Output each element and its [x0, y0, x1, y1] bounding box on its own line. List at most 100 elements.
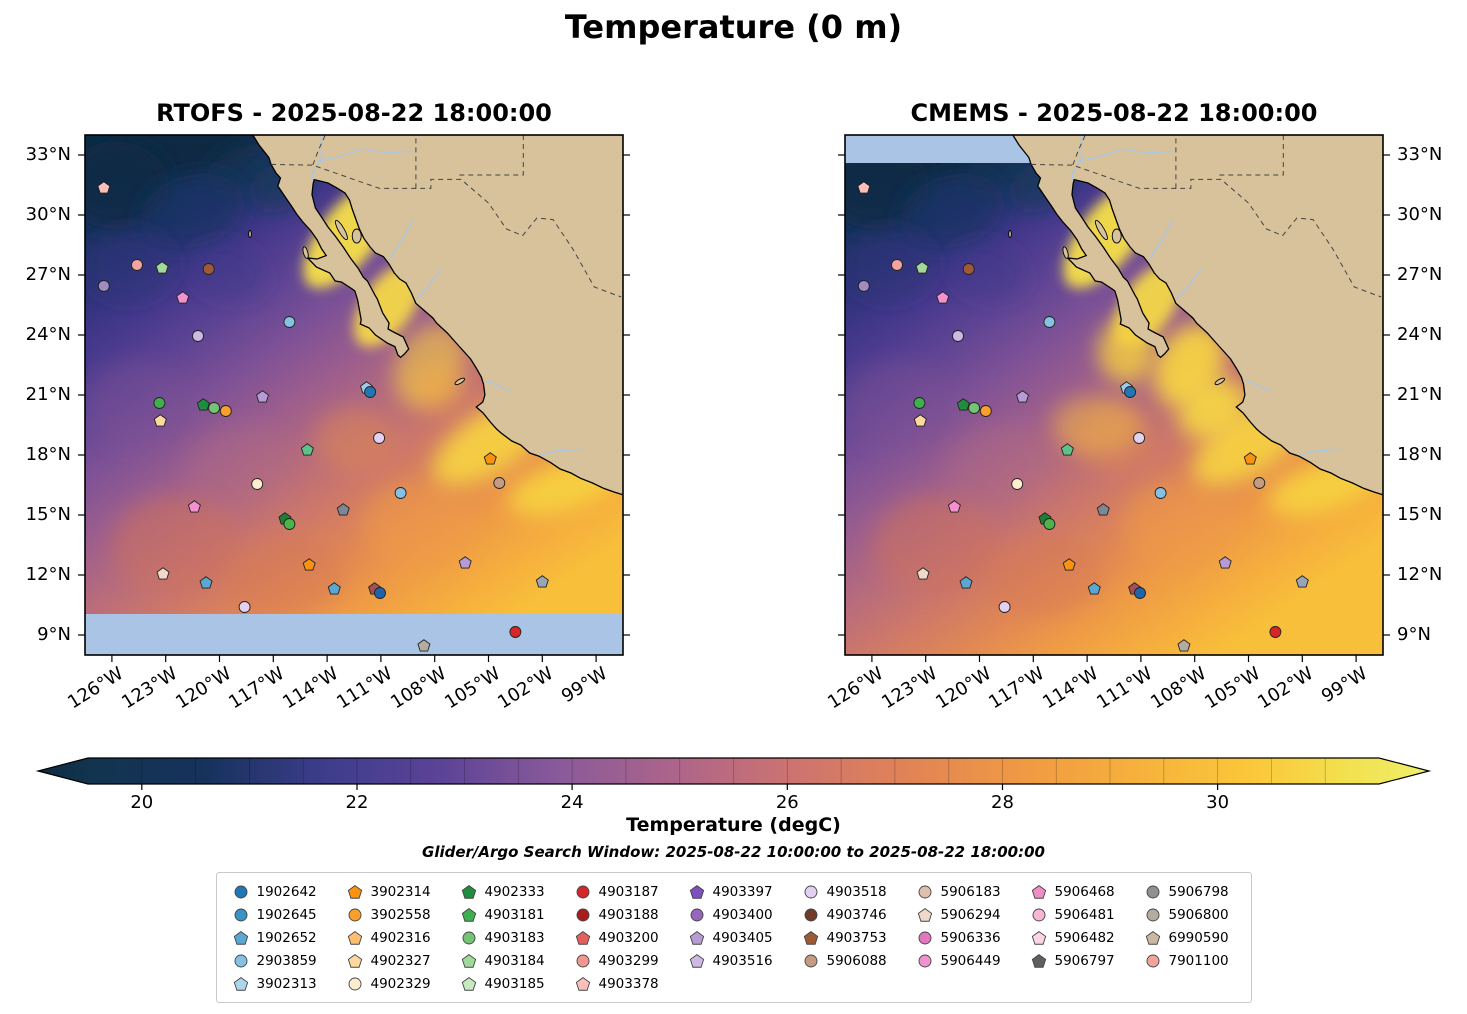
pentagon-marker-icon	[1031, 953, 1046, 968]
circle-marker-icon	[804, 885, 817, 898]
legend-item: 5906336	[917, 928, 1007, 947]
legend-item: 4903181	[461, 905, 551, 924]
circle-marker-icon	[234, 885, 247, 898]
legend-column: 5906183 5906294 5906336 5906449	[917, 882, 1007, 970]
lat-tick-label: 21°N	[25, 384, 71, 405]
pentagon-marker-icon	[461, 976, 476, 991]
legend-item: 1902645	[233, 905, 323, 924]
legend-item: 4903753	[803, 928, 893, 947]
circle-marker-icon	[804, 908, 817, 921]
circle-marker-icon	[918, 885, 931, 898]
lat-tick-label: 27°N	[1397, 264, 1443, 285]
circle-marker-icon	[1146, 885, 1159, 898]
legend-float-id: 4903184	[484, 952, 545, 969]
lat-tick-label: 21°N	[1397, 384, 1443, 405]
pentagon-marker-icon	[1031, 884, 1046, 899]
pentagon-marker-icon	[1031, 930, 1046, 945]
legend-float-id: 1902652	[256, 929, 317, 946]
legend-float-id: 1902642	[256, 883, 317, 900]
circle-marker-icon	[576, 954, 589, 967]
legend-item: 5906482	[1031, 928, 1121, 947]
pentagon-marker-icon	[575, 976, 590, 991]
legend-float-id: 7901100	[1168, 952, 1229, 969]
lat-tick-label: 9°N	[37, 624, 71, 645]
legend-float-id: 4903188	[598, 906, 659, 923]
legend-float-id: 4903378	[598, 975, 659, 992]
legend-item: 4903200	[575, 928, 665, 947]
lat-tick-label: 12°N	[25, 564, 71, 585]
pentagon-marker-icon	[689, 930, 704, 945]
colorbar-tick-label: 24	[561, 792, 584, 813]
legend-float-id: 5906798	[1168, 883, 1229, 900]
circle-marker-icon	[804, 954, 817, 967]
circle-marker-icon	[690, 908, 703, 921]
legend-float-id: 1902645	[256, 906, 317, 923]
colorbar-canvas: 20 22 24 26 28 30	[35, 757, 1432, 813]
legend-item: 7901100	[1145, 951, 1235, 970]
pentagon-marker-icon	[461, 907, 476, 922]
pentagon-marker-icon	[461, 884, 476, 899]
circle-marker-icon	[462, 931, 475, 944]
map-cmems: 33°N 30°N 27°N 24°N 21°N 18°N 15°N 12°N 9°N 126°W…	[824, 134, 1442, 713]
legend-item: 5906798	[1145, 882, 1235, 901]
lat-tick-label: 24°N	[25, 324, 71, 345]
legend-column: 5906798 5906800 6990590 7901100	[1145, 882, 1235, 970]
legend-item: 5906294	[917, 905, 1007, 924]
legend-item: 5906800	[1145, 905, 1235, 924]
map-canvas-cmems	[838, 134, 1390, 662]
legend-item: 4903299	[575, 951, 665, 970]
lat-tick-label: 12°N	[1397, 564, 1443, 585]
legend-float-id: 3902313	[256, 975, 317, 992]
legend-item: 4902329	[347, 974, 437, 993]
legend-item: 5906449	[917, 951, 1007, 970]
legend-item: 3902558	[347, 905, 437, 924]
lat-tick-label: 33°N	[25, 144, 71, 165]
legend-item: 4903518	[803, 882, 893, 901]
colorbar-tick-label: 26	[776, 792, 799, 813]
pentagon-marker-icon	[689, 953, 704, 968]
pentagon-marker-icon	[917, 907, 932, 922]
map-canvas-rtofs	[78, 134, 630, 662]
legend-float-id: 5906800	[1168, 906, 1229, 923]
legend-column: 5906468 5906481 5906482 5906797	[1031, 882, 1121, 970]
lat-tick-label: 27°N	[25, 264, 71, 285]
circle-marker-icon	[348, 977, 361, 990]
legend-float-id: 5906482	[1054, 929, 1115, 946]
legend-item: 1902642	[233, 882, 323, 901]
pentagon-marker-icon	[1145, 930, 1160, 945]
legend-float-id: 4902327	[370, 952, 431, 969]
legend-float-id: 4903187	[598, 883, 659, 900]
pentagon-marker-icon	[461, 953, 476, 968]
legend-item: 4902316	[347, 928, 437, 947]
legend-float-id: 6990590	[1168, 929, 1229, 946]
legend-item: 4903746	[803, 905, 893, 924]
pentagon-marker-icon	[347, 930, 362, 945]
legend-item: 1902652	[233, 928, 323, 947]
float-legend: 1902642 1902645 1902652 2903859 3902313 39023…	[215, 872, 1252, 1003]
legend-float-id: 4903181	[484, 906, 545, 923]
legend-item: 5906088	[803, 951, 893, 970]
circle-marker-icon	[918, 954, 931, 967]
legend-float-id: 4903518	[826, 883, 887, 900]
legend-float-id: 4903200	[598, 929, 659, 946]
float-markers	[97, 181, 549, 652]
legend-float-id: 4903746	[826, 906, 887, 923]
lat-tick-label: 9°N	[1397, 624, 1431, 645]
legend-item: 4903185	[461, 974, 551, 993]
legend-float-id: 5906336	[940, 929, 1001, 946]
map-rtofs: 33°N 30°N 27°N 24°N 21°N 18°N 15°N 12°N 9°N 126°W…	[26, 134, 630, 713]
legend-column: 1902642 1902645 1902652 2903859 3902313	[233, 882, 323, 993]
legend-float-id: 5906294	[940, 906, 1001, 923]
colorbar-tick-label: 22	[346, 792, 369, 813]
pentagon-marker-icon	[347, 953, 362, 968]
circle-marker-icon	[348, 908, 361, 921]
legend-item: 3902313	[233, 974, 323, 993]
panel-title-cmems: CMEMS - 2025-08-22 18:00:00	[910, 99, 1318, 127]
float-markers	[857, 181, 1309, 652]
legend-item: 5906468	[1031, 882, 1121, 901]
legend-item: 6990590	[1145, 928, 1235, 947]
lat-tick-label: 30°N	[25, 204, 71, 225]
legend-column: 4902333 4903181 4903183 4903184 4903185	[461, 882, 551, 993]
circle-marker-icon	[1146, 954, 1159, 967]
